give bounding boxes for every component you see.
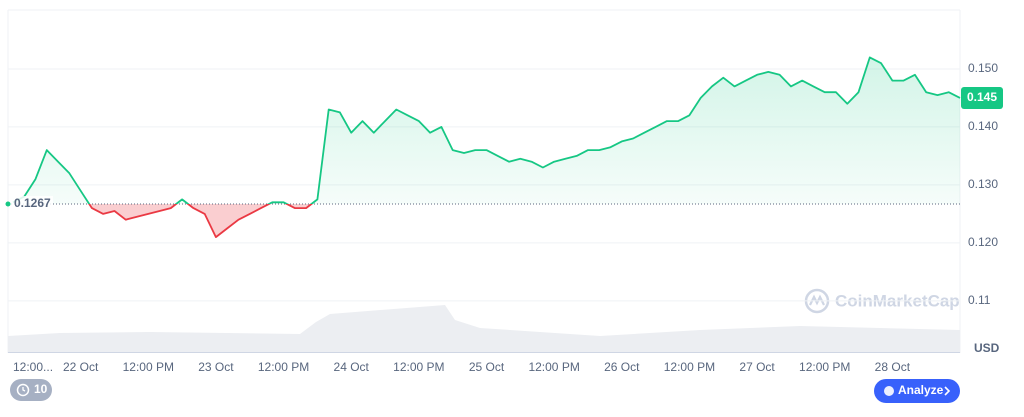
x-tick-label: 12:00 PM — [664, 360, 715, 374]
x-tick-label: 24 Oct — [334, 360, 370, 374]
x-tick-label: 12:00 PM — [258, 360, 309, 374]
y-tick-label: 0.150 — [968, 61, 998, 75]
x-tick-label: 12:00... — [13, 360, 53, 374]
price-badge-label: 0.145 — [967, 90, 997, 104]
volume-area — [8, 305, 960, 352]
y-tick-label: 0.120 — [968, 235, 998, 249]
price-line — [12, 56, 961, 238]
history-label[interactable]: 10 — [34, 382, 48, 396]
baseline-dot — [5, 201, 11, 207]
x-tick-label: 22 Oct — [63, 360, 99, 374]
x-tick-label: 12:00 PM — [123, 360, 174, 374]
x-tick-label: 28 Oct — [875, 360, 911, 374]
y-tick-label: 0.130 — [968, 177, 998, 191]
x-tick-label: 23 Oct — [198, 360, 234, 374]
x-tick-label: 25 Oct — [469, 360, 505, 374]
x-tick-label: 12:00 PM — [528, 360, 579, 374]
baseline-label: 0.1267 — [14, 196, 51, 210]
x-tick-label: 26 Oct — [604, 360, 640, 374]
price-area — [13, 57, 960, 238]
baseline-label-bg — [11, 196, 53, 213]
price-badge — [961, 86, 1003, 109]
x-tick-label: 12:00 PM — [799, 360, 850, 374]
x-tick-label: 27 Oct — [739, 360, 775, 374]
y-tick-label: 0.11 — [968, 293, 991, 307]
y-tick-label: 0.140 — [968, 119, 998, 133]
analyze-label[interactable]: Analyze — [898, 383, 944, 397]
y-unit: USD — [974, 341, 1000, 355]
analyze-button[interactable]: Analyze — [874, 379, 960, 403]
history-button[interactable]: 10 — [10, 379, 52, 401]
x-tick-label: 12:00 PM — [393, 360, 444, 374]
